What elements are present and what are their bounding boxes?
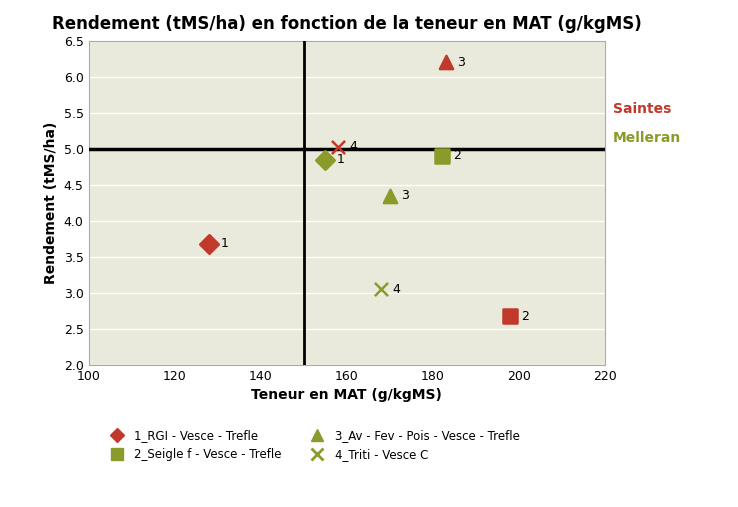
Point [440,58,452,66]
Text: 4: 4 [393,283,400,296]
Title: Rendement (tMS/ha) en fonction de la teneur en MAT (g/kgMS): Rendement (tMS/ha) en fonction de la ten… [52,15,642,33]
X-axis label: Teneur en MAT (g/kgMS): Teneur en MAT (g/kgMS) [252,388,442,403]
Point [505,312,517,320]
Text: 1: 1 [220,237,228,250]
Text: Saintes: Saintes [613,102,672,116]
Text: 3: 3 [457,56,465,68]
Text: 2: 2 [522,309,529,322]
Point [376,285,387,294]
Text: 2: 2 [452,150,461,162]
Text: 4: 4 [349,140,357,153]
Point [384,192,396,200]
Point [332,142,344,151]
Text: 1: 1 [337,153,345,166]
Point [320,156,331,164]
Text: Melleran: Melleran [613,131,681,145]
Point [203,240,215,248]
Point [435,152,447,160]
Text: 3: 3 [401,189,409,202]
Y-axis label: Rendement (tMS/ha): Rendement (tMS/ha) [44,122,58,284]
Legend: 1_RGI - Vesce - Trefle, 2_Seigle f - Vesce - Trefle, 3_Av - Fev - Pois - Vesce -: 1_RGI - Vesce - Trefle, 2_Seigle f - Ves… [105,429,520,461]
